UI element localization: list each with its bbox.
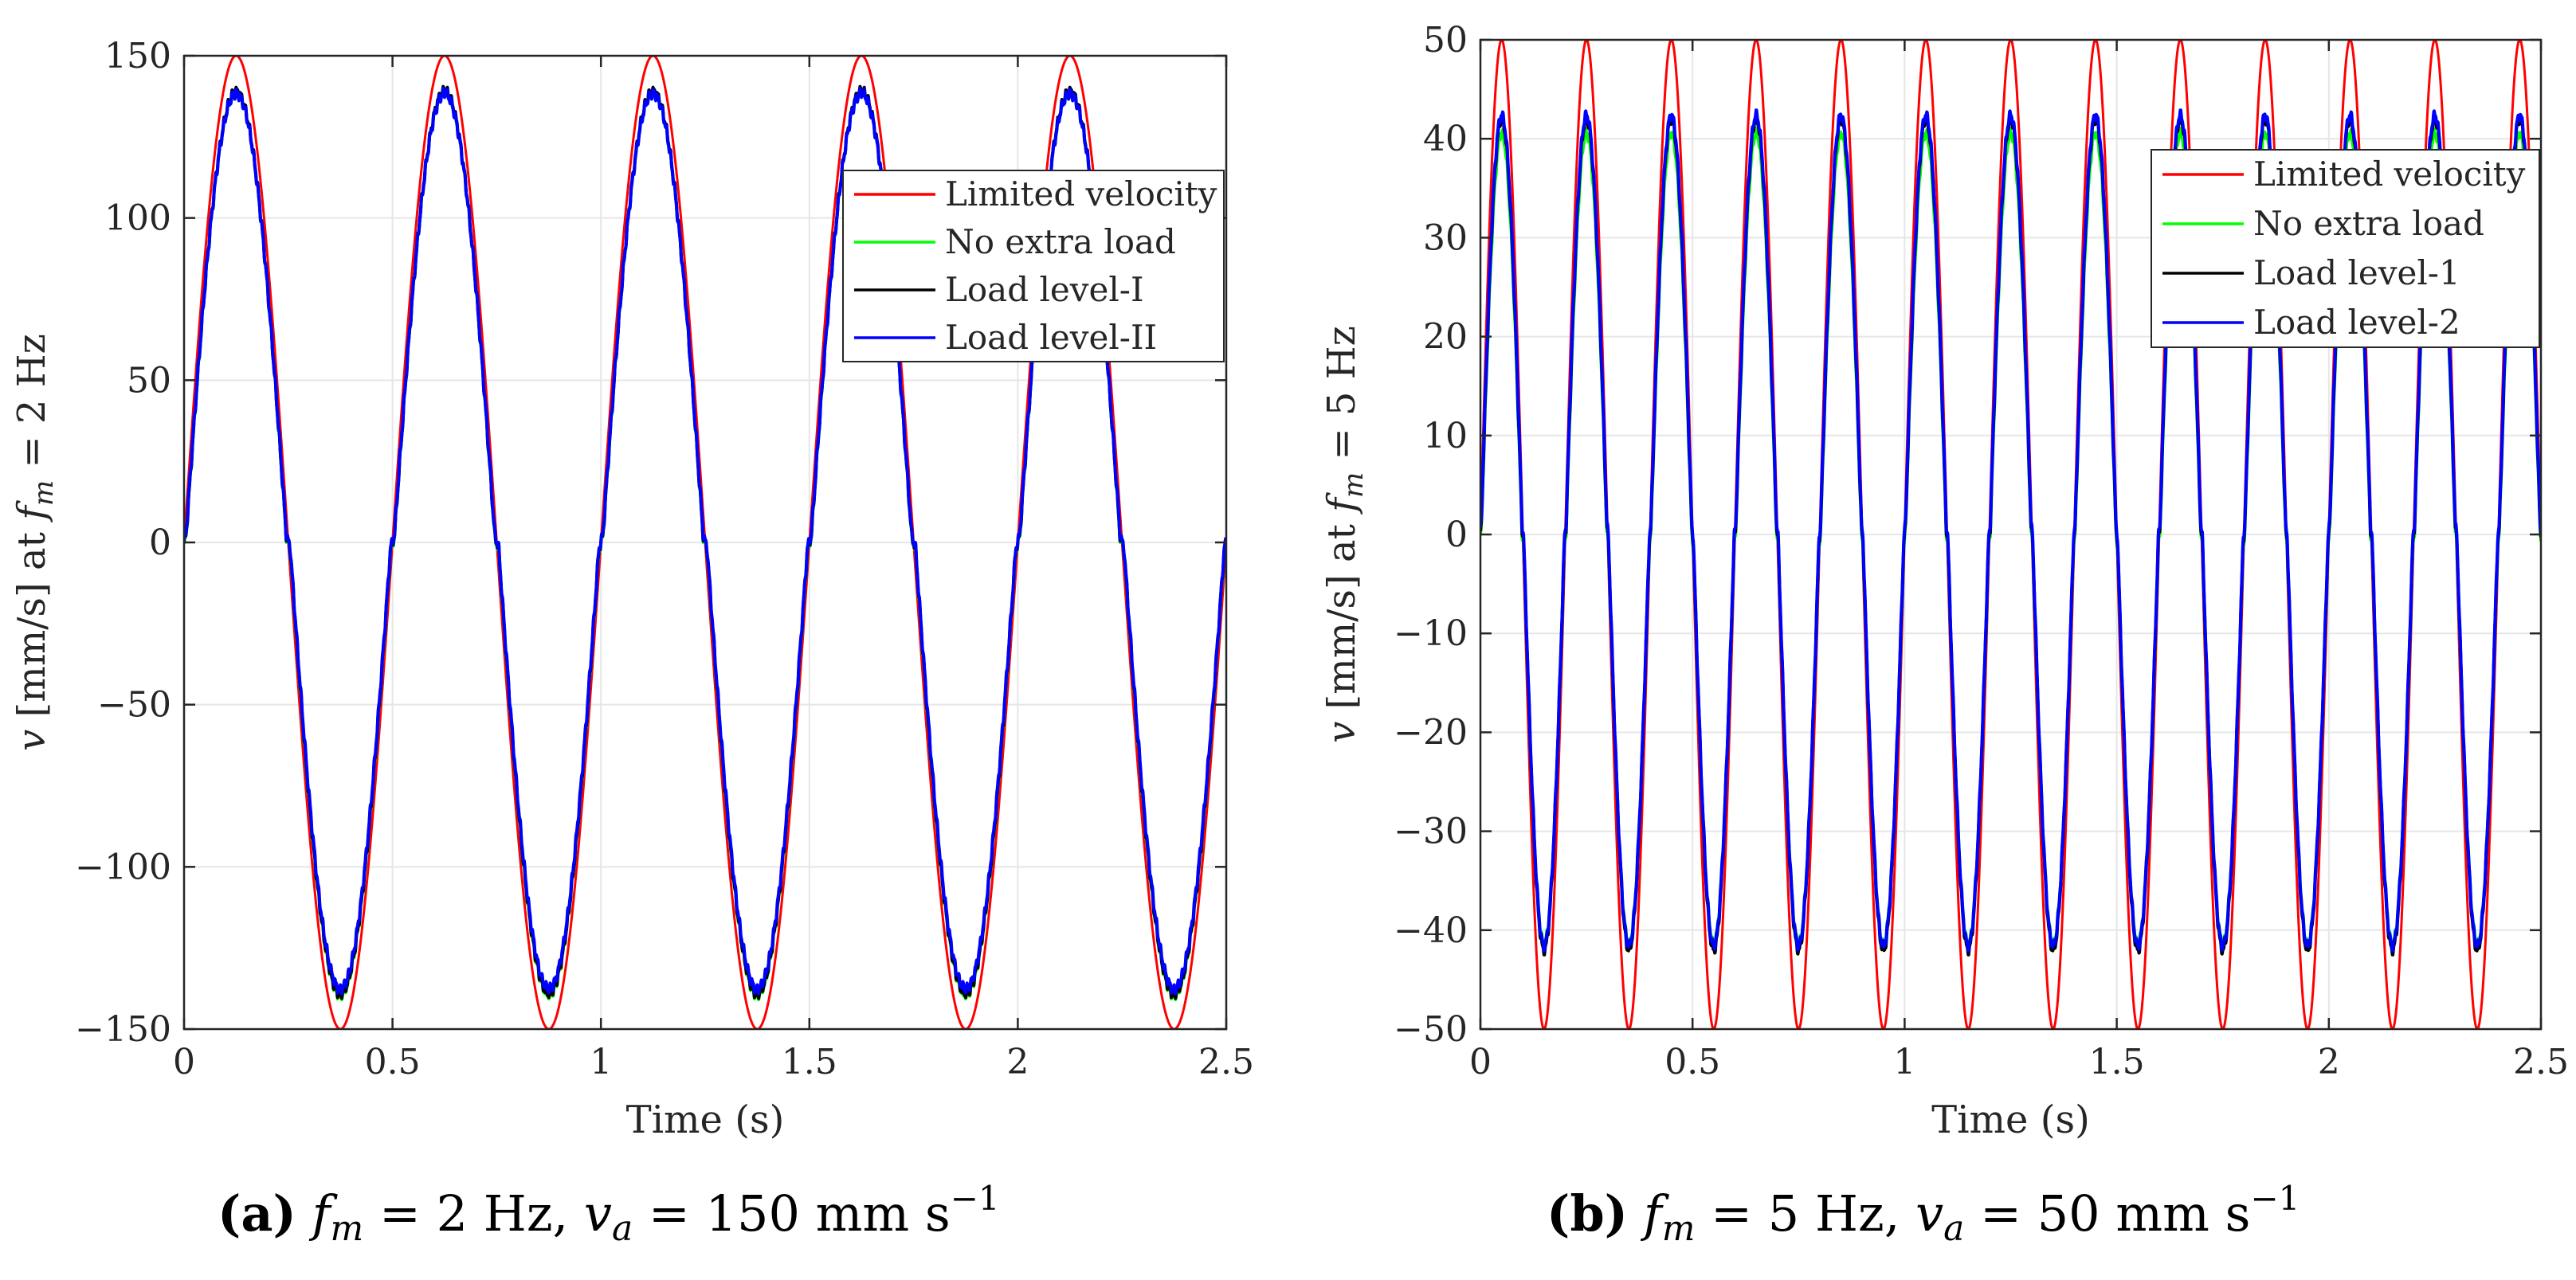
y-axis-label: v [mm/s] at fm = 5 Hz bbox=[1319, 326, 1370, 743]
x-tick-label: 1 bbox=[590, 1042, 612, 1082]
y-tick-label: −20 bbox=[1394, 712, 1468, 753]
series-line-load-level-ii bbox=[184, 87, 1226, 996]
legend-label: Limited velocity bbox=[2253, 155, 2526, 194]
legend-label: No extra load bbox=[945, 222, 1176, 261]
legend-label: Load level-1 bbox=[2253, 253, 2460, 292]
x-tick-label: 2 bbox=[1006, 1042, 1029, 1082]
legend: Limited velocity No extra load Load level-… bbox=[2151, 149, 2540, 348]
x-tick-label: 1.5 bbox=[2089, 1042, 2145, 1082]
figure-caption: (a) fm = 2 Hz, va = 150 mm s−1 bbox=[218, 1179, 1000, 1249]
x-tick-label: 0.5 bbox=[1664, 1042, 1720, 1082]
chart-a: 0 0.5 1 1.5 2 2.5 −150 −100 −50 0 50 100 150 Time (s)… bbox=[10, 36, 1254, 1249]
x-tick-label: 0 bbox=[1469, 1042, 1492, 1082]
y-tick-label: −150 bbox=[75, 1009, 171, 1050]
legend-box bbox=[2151, 149, 2540, 348]
y-tick-label: 40 bbox=[1423, 119, 1468, 159]
x-tick-label: 0.5 bbox=[365, 1042, 421, 1082]
y-tick-label: −50 bbox=[1394, 1009, 1468, 1050]
y-tick-label: 30 bbox=[1423, 217, 1468, 258]
y-tick-label: 0 bbox=[149, 523, 171, 563]
y-tick-label: 0 bbox=[1445, 515, 1468, 555]
figure-caption: (b) fm = 5 Hz, va = 50 mm s−1 bbox=[1547, 1179, 2300, 1249]
y-axis-label: v [mm/s] at fm = 2 Hz bbox=[10, 334, 60, 751]
legend: Limited velocity No extra load Load level-… bbox=[842, 170, 1225, 362]
x-tick-label: 1 bbox=[1893, 1042, 1915, 1082]
legend-label: Load level-II bbox=[945, 318, 1157, 357]
chart-b: 0 0.5 1 1.5 2 2.5 −50 −40 −30 −20 −10 0 10 20 30 40 50 Ti… bbox=[1319, 20, 2569, 1249]
y-tick-label: 100 bbox=[104, 198, 171, 239]
legend-label: No extra load bbox=[2253, 204, 2484, 243]
legend-label: Load level-2 bbox=[2253, 303, 2460, 342]
legend-box bbox=[842, 170, 1225, 362]
y-tick-label: −50 bbox=[97, 685, 171, 726]
y-tick-label: 10 bbox=[1423, 416, 1468, 456]
y-tick-label: 50 bbox=[127, 360, 171, 401]
y-tick-label: 150 bbox=[104, 36, 171, 76]
y-tick-label: −30 bbox=[1394, 812, 1468, 852]
x-tick-label: 0 bbox=[173, 1042, 195, 1082]
y-tick-label: −10 bbox=[1394, 613, 1468, 654]
series-group bbox=[184, 56, 1226, 1029]
x-tick-label: 2 bbox=[2318, 1042, 2340, 1082]
x-tick-label: 2.5 bbox=[1198, 1042, 1254, 1082]
y-tick-label: 20 bbox=[1423, 317, 1468, 358]
x-axis-label: Time (s) bbox=[1931, 1098, 2090, 1142]
legend-label: Limited velocity bbox=[945, 174, 1217, 213]
y-tick-label: −40 bbox=[1394, 910, 1468, 951]
y-tick-label: −100 bbox=[75, 847, 171, 887]
x-tick-label: 1.5 bbox=[782, 1042, 837, 1082]
x-axis-label: Time (s) bbox=[626, 1098, 785, 1142]
y-tick-label: 50 bbox=[1423, 20, 1468, 61]
x-tick-label: 2.5 bbox=[2513, 1042, 2569, 1082]
legend-label: Load level-I bbox=[945, 270, 1144, 309]
